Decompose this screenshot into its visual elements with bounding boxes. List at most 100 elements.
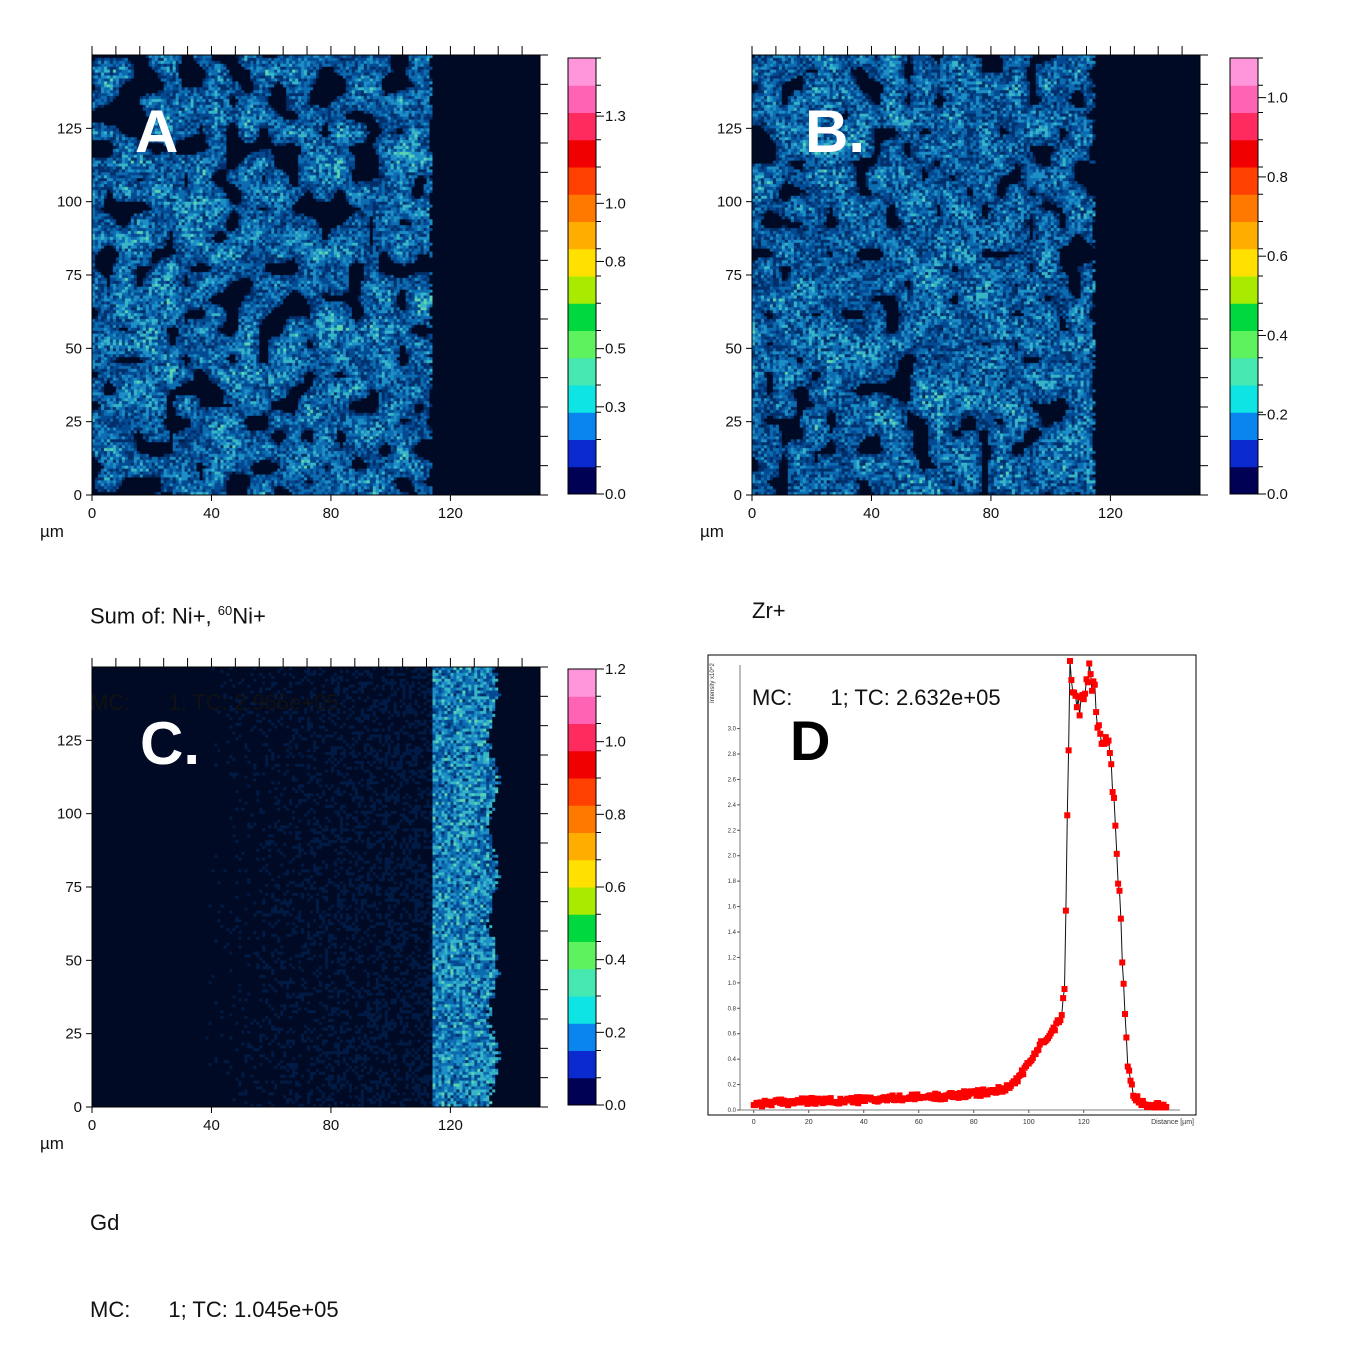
x-tick-label: 120: [1078, 1119, 1090, 1126]
colorbar-segment: [568, 832, 596, 861]
profile-marker: [1134, 1093, 1141, 1100]
profile-marker: [1127, 1077, 1134, 1084]
profile-marker: [889, 1092, 896, 1099]
profile-marker: [896, 1092, 903, 1099]
colorbar-segment: [1230, 276, 1258, 304]
profile-markers: [750, 657, 1170, 1111]
profile-marker: [908, 1091, 915, 1098]
profile-panel-d: 0 20 40 60 80 100 120 0.0 0.2 0.4 0.6 0.8 1.0 1.2 1.4 1…: [707, 654, 1197, 1126]
colorbar-segment: [568, 357, 596, 386]
profile-marker: [1116, 887, 1123, 894]
y-tick-label: 50: [65, 340, 82, 357]
colorbar-segment: [568, 58, 596, 86]
species-label-a: Sum of: Ni+, 60Ni+: [90, 603, 266, 629]
colorbar-tick-label: 1.3: [605, 108, 626, 125]
colorbar-segment: [568, 167, 596, 195]
profile-marker: [1067, 657, 1073, 664]
colorbar-segment: [568, 914, 596, 942]
species-label-b: Zr+: [752, 598, 786, 623]
y-tick-label: 2.0: [728, 854, 737, 860]
y-tick-label: 100: [717, 194, 742, 211]
profile-marker: [1128, 1081, 1135, 1088]
colorbar-tick-label: 0.6: [605, 879, 626, 896]
y-tick-label: 125: [57, 732, 82, 749]
caption-a: Sum of: Ni+, 60Ni+ MC: 1; TC: 2.966e+05: [90, 538, 339, 746]
profile-marker: [1071, 689, 1078, 696]
colorbar-segment: [1230, 330, 1258, 359]
colorbar-tick-label: 0.8: [1267, 169, 1288, 186]
caption-c: Gd MC: 1; TC: 1.045e+05: [90, 1150, 339, 1353]
colorbar-tick-label: 0.6: [1267, 248, 1288, 265]
profile-marker: [1080, 696, 1087, 703]
profile-marker: [1060, 995, 1067, 1002]
y-tick-label: 0.6: [728, 1032, 737, 1038]
profile-marker: [1073, 704, 1080, 711]
colorbar-tick-label: 0.2: [1267, 407, 1288, 424]
colorbar-segment: [1230, 58, 1258, 86]
profile-marker: [1082, 690, 1089, 697]
y-tick-label: 0.4: [728, 1057, 737, 1063]
profile-marker: [1109, 789, 1116, 796]
profile-marker: [768, 1102, 775, 1109]
x-tick-label: 80: [983, 505, 1000, 522]
colorbar-tick-label: 0.8: [605, 806, 626, 823]
map-panel-c: 0 40 80 120 0 25 50 75 100 125 µm C. 0.0 0.2 0.4 0.6 0.8…: [40, 658, 626, 1153]
colorbar-tick-label: 0.4: [1267, 327, 1288, 344]
y-tick-label: 75: [65, 267, 82, 284]
profile-marker: [1105, 737, 1112, 744]
colorbar-tick-label: 0.0: [605, 486, 626, 503]
colorbar-segment: [1230, 167, 1258, 195]
profile-marker: [851, 1099, 858, 1106]
profile-marker: [977, 1092, 984, 1099]
profile-marker: [827, 1095, 834, 1102]
x-tick-label: 100: [1023, 1119, 1035, 1126]
profile-marker: [1097, 730, 1104, 737]
colorbar-tick-label: 1.0: [605, 195, 626, 212]
colorbar-segment: [568, 85, 596, 113]
y-tick-label: 1.6: [728, 905, 737, 911]
colorbar-segment: [1230, 221, 1258, 250]
colorbar-tick-label: 0.2: [605, 1024, 626, 1041]
profile-marker: [1061, 986, 1068, 993]
profile-marker: [1062, 907, 1069, 914]
y-tick-label: 1.8: [728, 879, 737, 885]
profile-marker: [1068, 677, 1075, 684]
profile-marker: [820, 1099, 827, 1106]
y-tick-label: 1.4: [728, 930, 737, 936]
colorbar-segment: [568, 996, 596, 1024]
colorbar-segment: [568, 669, 596, 697]
x-tick-label: 120: [438, 505, 463, 522]
colorbar-tick-label: 0.4: [605, 952, 626, 969]
colorbar-segment: [1230, 303, 1258, 331]
y-tick-label: 0: [734, 487, 742, 504]
y-tick-label: 0: [74, 487, 82, 504]
profile-marker: [1058, 1012, 1065, 1019]
profile-marker: [1076, 712, 1083, 719]
profile-marker: [1095, 722, 1102, 729]
colorbar-segment: [1230, 194, 1258, 222]
caption-b: Zr+ MC: 1; TC: 2.632e+05: [752, 538, 1001, 741]
profile-marker: [1124, 1063, 1131, 1070]
colorbar-segment: [568, 805, 596, 833]
y-tick-label: 25: [65, 1026, 82, 1043]
y-tick-label: 25: [725, 414, 742, 431]
profile-marker: [859, 1094, 866, 1101]
profile-marker: [1112, 822, 1119, 829]
y-tick-label: 75: [725, 267, 742, 284]
profile-marker: [957, 1090, 963, 1097]
profile-marker: [1123, 1034, 1130, 1041]
colorbar-segment: [568, 1077, 596, 1106]
profile-marker: [1020, 1071, 1027, 1078]
x-tick-label: 80: [970, 1119, 978, 1126]
y-tick-label: 3.0: [728, 727, 737, 733]
colorbar-segment: [568, 696, 596, 724]
species-label-c: Gd: [90, 1210, 120, 1235]
x-tick-label: 0: [88, 505, 96, 522]
colorbar-segment: [568, 194, 596, 222]
profile-marker: [855, 1100, 862, 1107]
ion-map-image: [92, 667, 540, 1107]
x-tick-label: 120: [438, 1117, 463, 1134]
y-tick-label: 1.0: [728, 981, 737, 987]
y-tick-label: 2.6: [728, 777, 737, 783]
y-tick-label: 0.8: [728, 1006, 737, 1012]
